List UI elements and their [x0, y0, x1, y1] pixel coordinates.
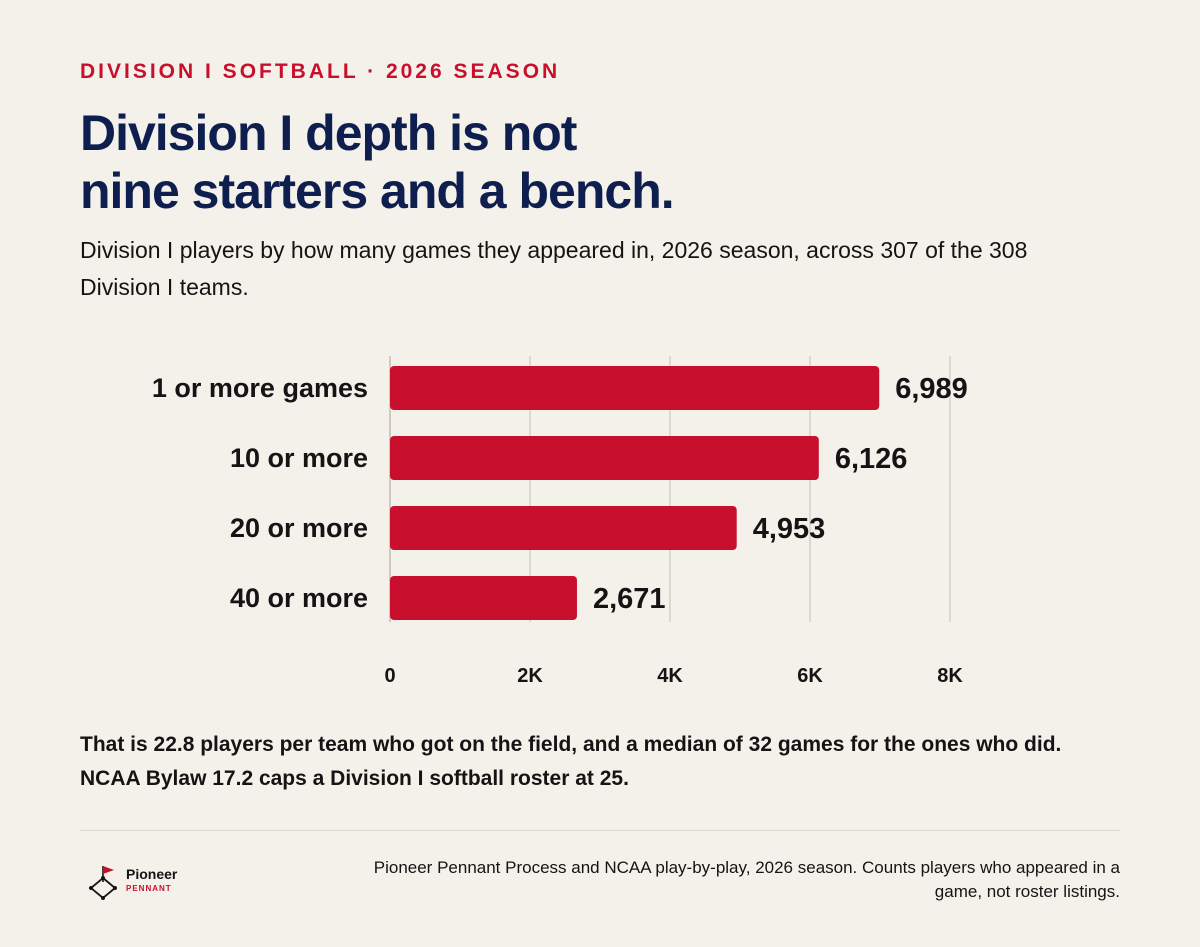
page-title: Division I depth is not nine starters an…	[80, 104, 1120, 220]
bar-3	[390, 576, 577, 620]
value-label-1: 6,126	[835, 443, 908, 475]
title-line-2: nine starters and a bench.	[80, 163, 675, 219]
bar-chart: 0 2K 4K 6K 8K 1 or more games 6,989 10 or more 6…	[152, 356, 968, 687]
value-label-3: 2,671	[593, 583, 666, 615]
category-label-3: 40 or more	[230, 583, 368, 613]
tick-label-4: 8K	[937, 665, 963, 687]
tick-label-3: 6K	[797, 665, 823, 687]
bar-1	[390, 436, 819, 480]
footer-divider	[80, 830, 1120, 831]
brand-logo: Pioneer PENNANT	[88, 862, 188, 902]
tick-label-1: 2K	[517, 665, 543, 687]
brand-name: Pioneer	[126, 866, 178, 882]
tick-label-2: 4K	[657, 665, 683, 687]
brand-subname: PENNANT	[126, 884, 172, 893]
kicker: DIVISION I SOFTBALL · 2026 SEASON	[80, 60, 561, 83]
category-label-1: 10 or more	[230, 443, 368, 473]
bar-0	[390, 366, 880, 410]
category-label-0: 1 or more games	[152, 373, 368, 403]
category-label-2: 20 or more	[230, 513, 368, 543]
subtitle: Division I players by how many games the…	[80, 237, 1028, 300]
takeaway-text: That is 22.8 players per team who got on…	[80, 733, 1062, 790]
pennant-icon	[89, 866, 117, 900]
value-label-0: 6,989	[895, 373, 968, 405]
value-label-2: 4,953	[753, 513, 826, 545]
bar-2	[390, 506, 737, 550]
title-line-1: Division I depth is not	[80, 105, 577, 161]
source-note: Pioneer Pennant Process and NCAA play-by…	[373, 858, 1120, 901]
tick-label-0: 0	[384, 665, 395, 687]
